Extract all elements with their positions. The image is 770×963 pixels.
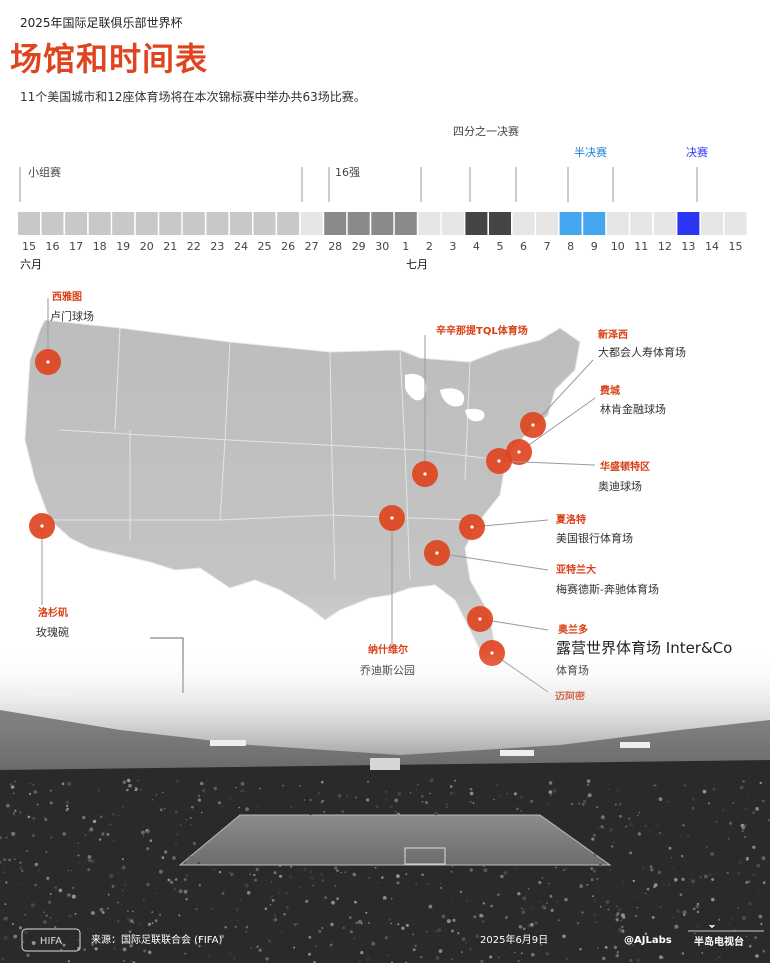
venue-stadium-label: 美国银行体育场 <box>556 531 633 545</box>
timeline-day-cell <box>560 212 582 235</box>
timeline-day-cell <box>136 212 158 235</box>
venue-stadium-label: 大都会人寿体育场 <box>598 345 686 359</box>
timeline-day-cell <box>277 212 299 235</box>
timeline-day-label: 8 <box>567 240 574 253</box>
timeline-day-label: 28 <box>328 240 342 253</box>
timeline-day-label: 9 <box>591 240 598 253</box>
phase-final-label: 决赛 <box>686 145 708 159</box>
timeline-day-cell <box>371 212 393 235</box>
aljazeera-logo-icon <box>706 925 724 927</box>
venue-stadium-label: 林肯金融球场 <box>600 402 666 416</box>
timeline-day-labels: 15 16 17 18 19 20 21 22 23 24 25 26 27 28 29 30 1 2 3 4 5 6 7 8… <box>22 240 743 253</box>
timeline-day-label: 15 <box>729 240 743 253</box>
timeline-day-label: 18 <box>93 240 107 253</box>
timeline-day-cell <box>583 212 605 235</box>
venue-stadium-label: 梅赛德斯-奔驰体育场 <box>556 582 659 596</box>
timeline-day-cell <box>442 212 464 235</box>
timeline-day-label: 17 <box>69 240 83 253</box>
phase-qf-label: 四分之一决赛 <box>453 124 519 138</box>
timeline-day-label: 26 <box>281 240 295 253</box>
brand-text: 半岛电视台 <box>694 935 744 948</box>
timeline-day-cell <box>230 212 252 235</box>
timeline-day-cell <box>254 212 276 235</box>
timeline-cells <box>18 212 747 235</box>
venue-city-label: 亚特兰大 <box>556 563 596 576</box>
timeline-day-label: 11 <box>634 240 648 253</box>
us-landmass <box>25 320 580 660</box>
timeline-day-cell <box>206 212 228 235</box>
phase-sf-label: 半决赛 <box>574 145 607 159</box>
phase-group-label: 小组赛 <box>28 165 61 179</box>
timeline-day-label: 14 <box>705 240 719 253</box>
venue-city-label: 洛杉矶 <box>38 606 68 619</box>
month-june: 六月 <box>20 258 42 271</box>
timeline-day-cell <box>630 212 652 235</box>
timeline-day-cell <box>701 212 723 235</box>
timeline-day-label: 4 <box>473 240 480 253</box>
venue-stadium-label: 奥迪球场 <box>598 479 642 493</box>
venue-city-label: 辛辛那提TQL体育场 <box>436 324 528 337</box>
timeline-day-label: 30 <box>375 240 389 253</box>
timeline-day-label: 5 <box>497 240 504 253</box>
timeline-day-label: 25 <box>258 240 272 253</box>
venue-stadium-label: 玫瑰碗 <box>36 625 69 639</box>
timeline-day-cell <box>18 212 40 235</box>
timeline-day-label: 29 <box>352 240 366 253</box>
timeline-day-label: 24 <box>234 240 248 253</box>
timeline-day-cell <box>112 212 134 235</box>
timeline-day-label: 1 <box>402 240 409 253</box>
timeline-day-cell <box>324 212 346 235</box>
handle-text: @AJLabs <box>624 935 672 946</box>
timeline-day-label: 23 <box>210 240 224 253</box>
timeline-day-label: 27 <box>305 240 319 253</box>
schedule-timeline: 15 16 17 18 19 20 21 22 23 24 25 26 27 28 29 30 1 2 3 4 5 6 7 8… <box>0 0 770 290</box>
timeline-day-cell <box>42 212 64 235</box>
venue-city-label: 奥兰多 <box>558 623 588 636</box>
timeline-day-cell <box>159 212 181 235</box>
footer: HIFA 来源：国际足联联合会 (FIFA) 2025年6月9日 @AJLabs… <box>0 925 770 963</box>
timeline-day-label: 2 <box>426 240 433 253</box>
timeline-day-label: 21 <box>163 240 177 253</box>
timeline-day-label: 22 <box>187 240 201 253</box>
timeline-day-label: 10 <box>611 240 625 253</box>
venue-stadium-label: 卢门球场 <box>50 309 94 323</box>
timeline-day-label: 16 <box>46 240 60 253</box>
stadium-photo <box>0 650 770 963</box>
timeline-day-label: 13 <box>681 240 695 253</box>
phase-r16-label: 16强 <box>335 166 360 179</box>
timeline-day-label: 6 <box>520 240 527 253</box>
timeline-day-label: 7 <box>544 240 551 253</box>
timeline-day-cell <box>536 212 558 235</box>
timeline-day-cell <box>301 212 323 235</box>
timeline-day-cell <box>65 212 87 235</box>
timeline-day-cell <box>607 212 629 235</box>
timeline-day-label: 15 <box>22 240 36 253</box>
date-text: 2025年6月9日 <box>480 933 548 946</box>
timeline-day-cell <box>183 212 205 235</box>
timeline-day-cell <box>465 212 487 235</box>
timeline-day-cell <box>395 212 417 235</box>
timeline-day-cell <box>654 212 676 235</box>
venue-city-label: 费城 <box>600 384 620 397</box>
timeline-day-cell <box>489 212 511 235</box>
timeline-day-label: 20 <box>140 240 154 253</box>
timeline-day-label: 3 <box>449 240 456 253</box>
venue-city-label: 西雅图 <box>52 290 82 303</box>
timeline-day-cell <box>513 212 535 235</box>
venue-city-label: 华盛顿特区 <box>600 460 650 473</box>
month-july: 七月 <box>406 258 428 271</box>
timeline-day-cell <box>725 212 747 235</box>
timeline-day-label: 19 <box>116 240 130 253</box>
source-text: 来源：国际足联联合会 (FIFA) <box>91 933 222 946</box>
stamp-text: HIFA <box>40 936 62 947</box>
timeline-day-cell <box>89 212 111 235</box>
timeline-day-cell <box>418 212 440 235</box>
timeline-day-cell <box>677 212 699 235</box>
venue-city-label: 夏洛特 <box>555 513 586 526</box>
timeline-day-cell <box>348 212 370 235</box>
stamp-logo: HIFA <box>22 929 80 951</box>
timeline-day-label: 12 <box>658 240 672 253</box>
venue-city-label: 新泽西 <box>598 328 628 341</box>
